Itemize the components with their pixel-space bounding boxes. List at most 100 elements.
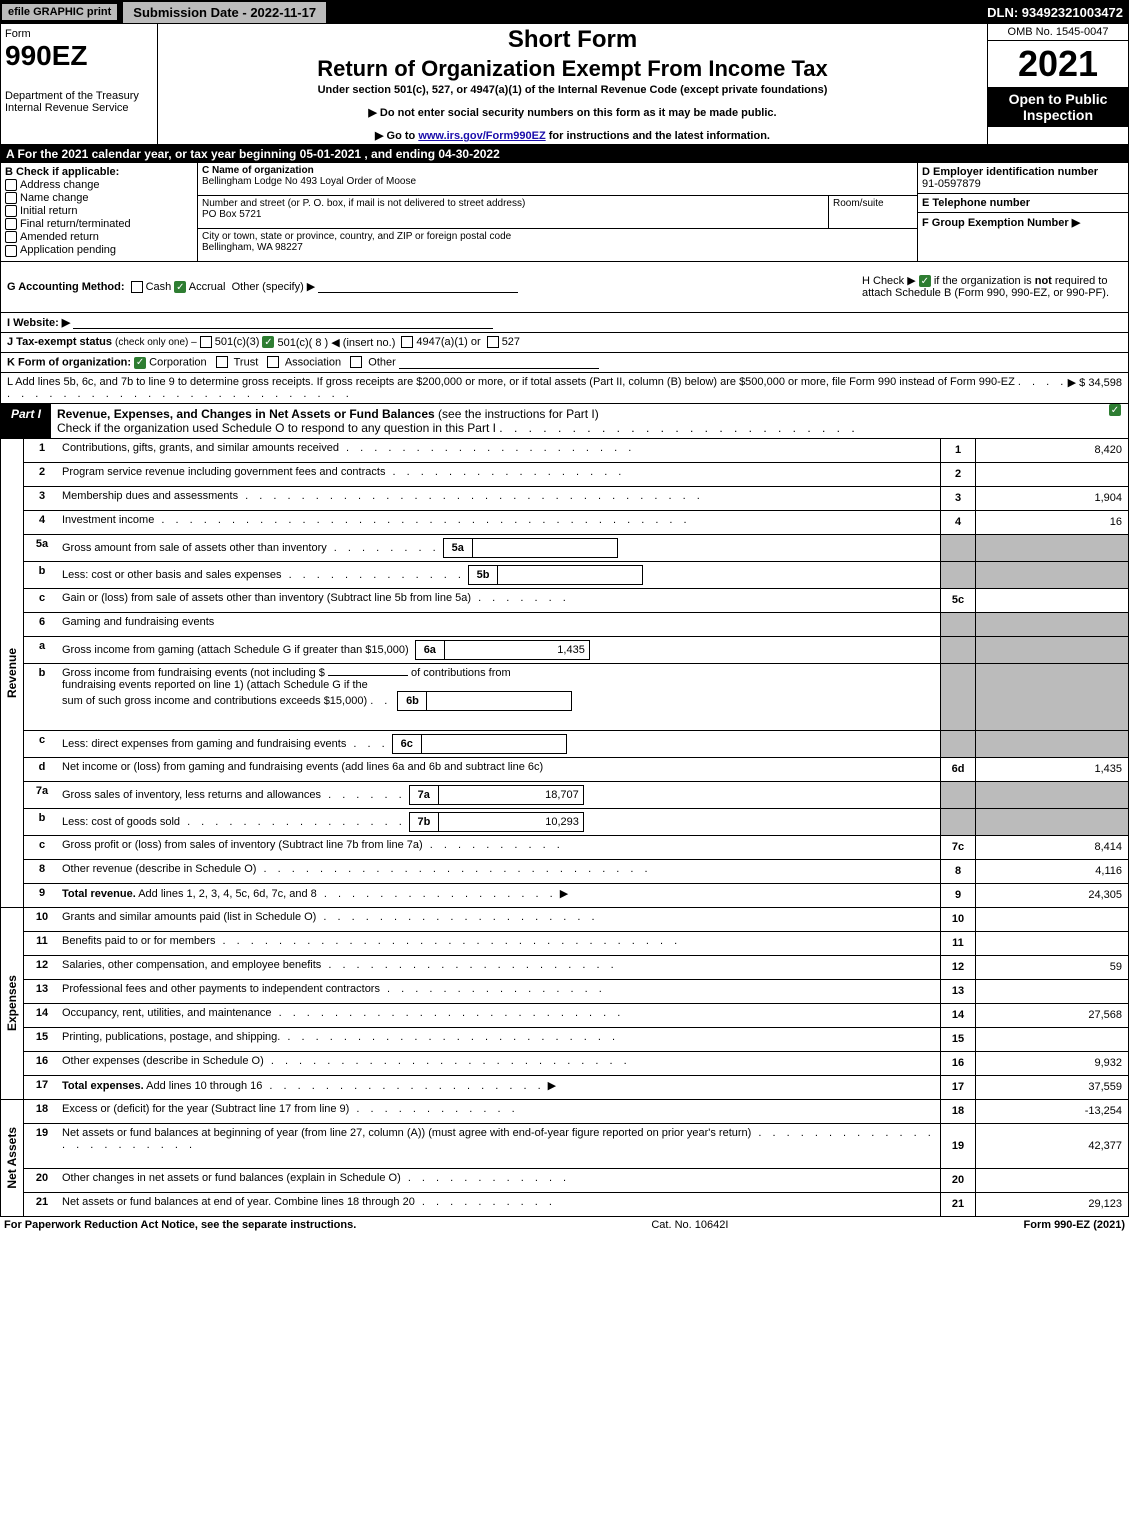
ln15-desc: Printing, publications, postage, and shi… bbox=[62, 1031, 280, 1043]
ln8-amt: 4,116 bbox=[976, 860, 1128, 883]
amended-return-checkbox[interactable] bbox=[5, 231, 17, 243]
ln16-box: 16 bbox=[940, 1052, 976, 1075]
ln2-no: 2 bbox=[24, 463, 60, 486]
ln19-no: 19 bbox=[24, 1124, 60, 1168]
ln6-no: 6 bbox=[24, 613, 60, 636]
ln6c-desc: Less: direct expenses from gaming and fu… bbox=[62, 737, 346, 749]
ln4-amt: 16 bbox=[976, 511, 1128, 534]
j-4947-checkbox[interactable] bbox=[401, 336, 413, 348]
ln13-box: 13 bbox=[940, 980, 976, 1003]
tax-year: 2021 bbox=[988, 41, 1128, 87]
ln21-box: 21 bbox=[940, 1193, 976, 1216]
ein: 91-0597879 bbox=[922, 178, 981, 190]
vert-expenses: Expenses bbox=[1, 908, 24, 1099]
ln14-desc: Occupancy, rent, utilities, and maintena… bbox=[62, 1007, 272, 1019]
ln9-box: 9 bbox=[940, 884, 976, 907]
ln10-amt bbox=[976, 908, 1128, 931]
e-label: E Telephone number bbox=[922, 197, 1030, 209]
j-501c3-checkbox[interactable] bbox=[200, 336, 212, 348]
ln20-desc: Other changes in net assets or fund bala… bbox=[62, 1172, 401, 1184]
ln6d-box: 6d bbox=[940, 758, 976, 781]
ln7a-box-shade bbox=[940, 782, 976, 808]
j-527-checkbox[interactable] bbox=[487, 336, 499, 348]
ln6d-desc: Net income or (loss) from gaming and fun… bbox=[60, 758, 940, 781]
ln17-box: 17 bbox=[940, 1076, 976, 1099]
j-501c-checkbox[interactable]: ✓ bbox=[262, 336, 274, 348]
ln7b-amt-shade bbox=[976, 809, 1128, 835]
ln7c-no: c bbox=[24, 836, 60, 859]
application-pending-checkbox[interactable] bbox=[5, 245, 17, 257]
ln6b-desc4: sum of such gross income and contributio… bbox=[62, 694, 367, 706]
print-button[interactable]: efile GRAPHIC print bbox=[2, 4, 117, 20]
ln5a-desc: Gross amount from sale of assets other t… bbox=[62, 541, 327, 553]
cash-label: Cash bbox=[146, 281, 172, 293]
ln18-no: 18 bbox=[24, 1100, 60, 1123]
part-i-checkbox[interactable]: ✓ bbox=[1109, 404, 1121, 416]
ln21-desc: Net assets or fund balances at end of ye… bbox=[62, 1196, 415, 1208]
form-number: 990EZ bbox=[5, 40, 153, 72]
k-trust-checkbox[interactable] bbox=[216, 356, 228, 368]
footer-left: For Paperwork Reduction Act Notice, see … bbox=[4, 1219, 356, 1231]
k-assoc-checkbox[interactable] bbox=[267, 356, 279, 368]
revenue-section: Revenue 1Contributions, gifts, grants, a… bbox=[0, 439, 1129, 908]
form-word: Form bbox=[5, 28, 153, 40]
row-g-h: G Accounting Method: Cash ✓ Accrual Othe… bbox=[0, 262, 1129, 313]
department: Department of the Treasury Internal Reve… bbox=[5, 90, 153, 114]
section-h: H Check ▶ ✓ if the organization is not r… bbox=[862, 274, 1122, 300]
j-sub: (check only one) ‒ bbox=[115, 337, 197, 348]
ln10-box: 10 bbox=[940, 908, 976, 931]
ln13-desc: Professional fees and other payments to … bbox=[62, 983, 380, 995]
ln3-desc: Membership dues and assessments bbox=[62, 490, 238, 502]
f-label: F Group Exemption Number ▶ bbox=[922, 217, 1080, 229]
vert-net-assets: Net Assets bbox=[1, 1100, 24, 1216]
ln6a-box-shade bbox=[940, 637, 976, 663]
ln6a-amt-shade bbox=[976, 637, 1128, 663]
ln5a-ival bbox=[473, 539, 617, 557]
ln6b-desc3: fundraising events reported on line 1) (… bbox=[62, 679, 368, 691]
name-change-checkbox[interactable] bbox=[5, 192, 17, 204]
k-corp-checkbox[interactable]: ✓ bbox=[134, 357, 146, 369]
ln7a-amt-shade bbox=[976, 782, 1128, 808]
k-label: K Form of organization: bbox=[7, 356, 131, 368]
k-other-checkbox[interactable] bbox=[350, 356, 362, 368]
org-name: Bellingham Lodge No 493 Loyal Order of M… bbox=[202, 176, 416, 187]
cash-checkbox[interactable] bbox=[131, 281, 143, 293]
ln6c-ibox: 6c bbox=[393, 735, 422, 753]
section-b: B Check if applicable: Address change Na… bbox=[1, 163, 198, 261]
footer-cat: Cat. No. 10642I bbox=[356, 1219, 1023, 1231]
ln3-no: 3 bbox=[24, 487, 60, 510]
row-k: K Form of organization: ✓ Corporation Tr… bbox=[0, 353, 1129, 373]
ln6b-amt-shade bbox=[976, 664, 1128, 730]
ln5a-box-shade bbox=[940, 535, 976, 561]
ln14-box: 14 bbox=[940, 1004, 976, 1027]
ln7b-box-shade bbox=[940, 809, 976, 835]
ln6a-ival: 1,435 bbox=[445, 641, 589, 659]
ln12-no: 12 bbox=[24, 956, 60, 979]
expenses-section: Expenses 10Grants and similar amounts pa… bbox=[0, 908, 1129, 1100]
final-return-checkbox[interactable] bbox=[5, 218, 17, 230]
part-i-label: Part I bbox=[1, 404, 51, 438]
ln7c-desc: Gross profit or (loss) from sales of inv… bbox=[62, 839, 423, 851]
open-to-public: Open to Public Inspection bbox=[988, 87, 1128, 127]
accrual-checkbox[interactable]: ✓ bbox=[174, 281, 186, 293]
ln12-desc: Salaries, other compensation, and employ… bbox=[62, 959, 321, 971]
ln7a-ibox: 7a bbox=[410, 786, 439, 804]
ln5b-desc: Less: cost or other basis and sales expe… bbox=[62, 568, 282, 580]
initial-return-checkbox[interactable] bbox=[5, 205, 17, 217]
ln4-desc: Investment income bbox=[62, 514, 154, 526]
ln7a-desc: Gross sales of inventory, less returns a… bbox=[62, 788, 321, 800]
opt-address-change: Address change bbox=[20, 179, 100, 191]
irs-link[interactable]: www.irs.gov/Form990EZ bbox=[418, 130, 545, 142]
dln: DLN: 93492321003472 bbox=[987, 5, 1129, 20]
ln9-amt: 24,305 bbox=[976, 884, 1128, 907]
ln19-desc: Net assets or fund balances at beginning… bbox=[62, 1127, 751, 1139]
h-checkbox[interactable]: ✓ bbox=[919, 275, 931, 287]
ln5b-ival bbox=[498, 566, 642, 584]
opt-final-return: Final return/terminated bbox=[20, 218, 131, 230]
instr2-post: for instructions and the latest informat… bbox=[546, 130, 770, 142]
g-label: G Accounting Method: bbox=[7, 281, 125, 293]
c-label: C Name of organization bbox=[202, 165, 314, 176]
l-text: L Add lines 5b, 6c, and 7b to line 9 to … bbox=[7, 376, 1015, 388]
address-change-checkbox[interactable] bbox=[5, 179, 17, 191]
street-label: Number and street (or P. O. box, if mail… bbox=[202, 198, 525, 209]
